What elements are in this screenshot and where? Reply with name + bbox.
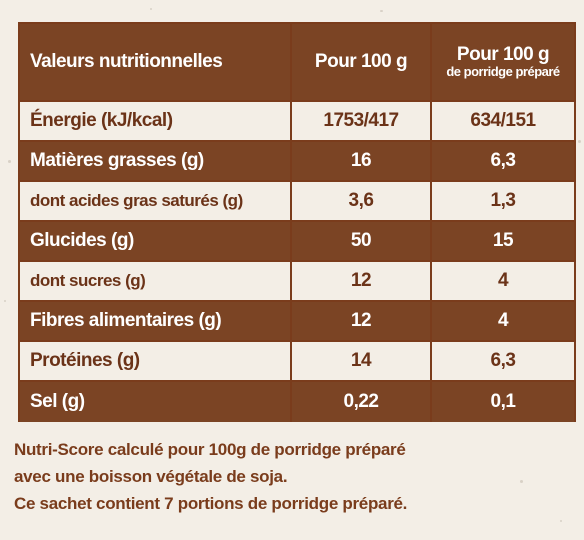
value-text: 3,6 [348,190,374,211]
row-label-saturated-fat: dont acides gras saturés (g) [20,182,292,222]
row-label-text: Sel (g) [30,391,85,412]
header-per-100g-prepared: Pour 100 g de porridge préparé [432,24,574,102]
value-text: 6,3 [490,150,516,171]
row-value-per100g: 0,22 [292,382,432,422]
row-value-prepared: 6,3 [432,142,574,182]
value-text: 15 [492,230,514,251]
row-label-text: Énergie (kJ/kcal) [30,110,173,131]
background-speckle [150,8,152,10]
row-value-per100g: 12 [292,302,432,342]
background-speckle [8,160,11,163]
row-value-per100g: 1753/417 [292,102,432,142]
footnote-portions: Ce sachet contient 7 portions de porridg… [14,494,408,513]
value-text: 1,3 [490,190,516,211]
header-label: Valeurs nutritionnelles [30,51,223,72]
value-text: 16 [350,150,372,171]
row-label-energy: Énergie (kJ/kcal) [20,102,292,142]
background-speckle [560,520,562,522]
row-label-text: Protéines (g) [30,350,140,371]
row-value-per100g: 12 [292,262,432,302]
row-label-text: dont sucres (g) [30,271,146,290]
value-text: 12 [350,310,372,331]
row-value-prepared: 0,1 [432,382,574,422]
value-text: 1753/417 [323,110,399,131]
row-label-salt: Sel (g) [20,382,292,422]
row-value-prepared: 6,3 [432,342,574,382]
header-per-100g-label: Pour 100 g [314,51,408,73]
row-label-carbohydrates: Glucides (g) [20,222,292,262]
value-text: 4 [497,270,509,291]
header-nutritional-values: Valeurs nutritionnelles [20,24,292,102]
row-label-text: dont acides gras saturés (g) [30,191,243,210]
row-value-prepared: 1,3 [432,182,574,222]
row-value-per100g: 50 [292,222,432,262]
value-text: 14 [350,350,372,371]
row-value-prepared: 4 [432,302,574,342]
value-text: 50 [350,230,372,251]
row-label-fibre: Fibres alimentaires (g) [20,302,292,342]
footnote-nutriscore: Nutri-Score calculé pour 100g de porridg… [14,440,406,459]
background-speckle [520,480,523,483]
row-label-sugars: dont sucres (g) [20,262,292,302]
value-text: 0,22 [343,391,379,412]
value-text: 634/151 [470,110,536,131]
row-value-per100g: 14 [292,342,432,382]
row-value-per100g: 3,6 [292,182,432,222]
value-text: 12 [350,270,372,291]
footnote-soy-drink: avec une boisson végétale de soja. [14,467,288,486]
value-text: 6,3 [490,350,516,371]
row-value-per100g: 16 [292,142,432,182]
header-per-100g: Pour 100 g [292,24,432,102]
row-value-prepared: 15 [432,222,574,262]
background-speckle [4,300,6,302]
row-label-fat: Matières grasses (g) [20,142,292,182]
row-label-text: Matières grasses (g) [30,150,204,171]
row-label-text: Glucides (g) [30,230,134,251]
row-label-protein: Protéines (g) [20,342,292,382]
background-speckle [380,10,383,12]
row-label-text: Fibres alimentaires (g) [30,310,222,331]
nutrition-table: Valeurs nutritionnelles Pour 100 g Pour … [18,22,576,422]
value-text: 0,1 [490,391,516,412]
value-text: 4 [497,310,509,331]
row-value-prepared: 4 [432,262,574,302]
row-value-prepared: 634/151 [432,102,574,142]
header-per-100g-prepared-label: Pour 100 g [456,43,550,65]
background-speckle [578,140,581,143]
header-prepared-sublabel: de porridge préparé [446,64,560,80]
footnotes: Nutri-Score calculé pour 100g de porridg… [14,436,570,517]
